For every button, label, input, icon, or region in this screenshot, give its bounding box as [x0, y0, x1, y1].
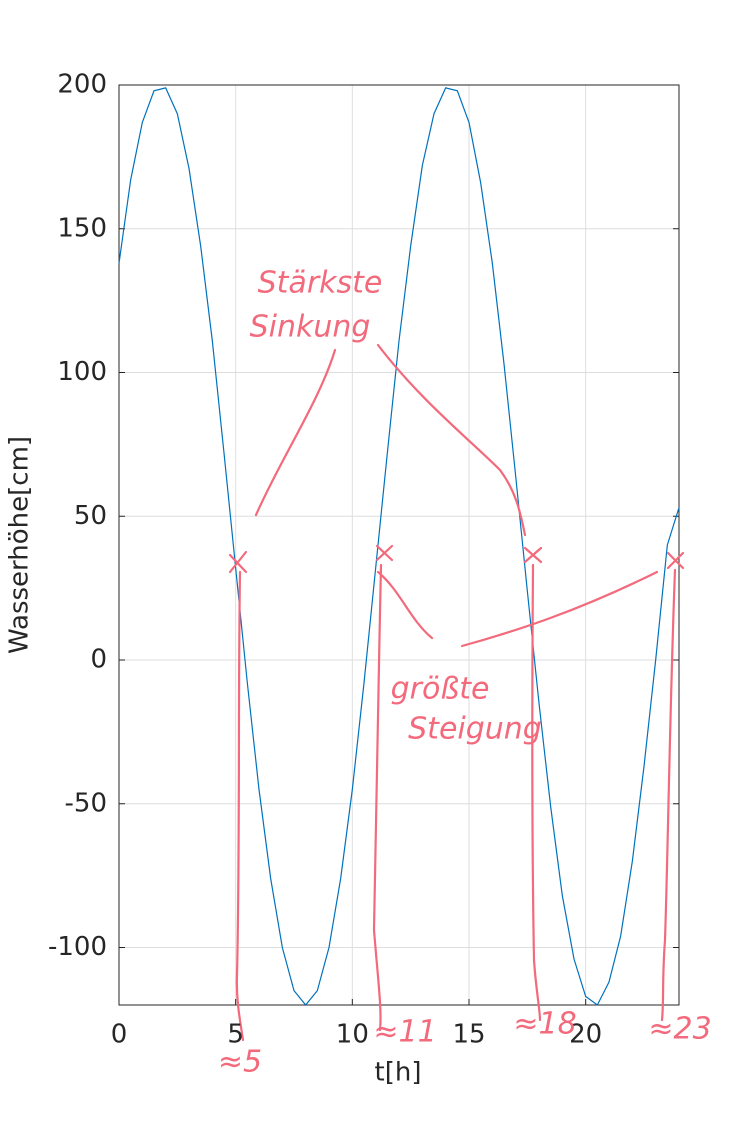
y-tick-label: 100: [57, 357, 107, 387]
cross: [523, 546, 543, 564]
y-tick-label: 200: [57, 70, 107, 100]
y-axis-label: Wasserhöhe[cm]: [5, 436, 35, 654]
handwriting: [228, 343, 685, 1042]
cross: [666, 551, 685, 570]
y-tick-label: 50: [74, 501, 107, 531]
cross: [375, 544, 394, 562]
x-tick-label: 20: [569, 1020, 602, 1050]
y-tick-label: -100: [48, 932, 107, 962]
annotation: ≈5: [218, 1045, 262, 1080]
annotation: ≈11: [373, 1015, 436, 1050]
pointer: [376, 570, 434, 640]
annotation: Sinkung: [250, 310, 371, 345]
data-line: [118, 87, 680, 1006]
annotation: ≈18: [513, 1007, 576, 1042]
x-axis-label: t[h]: [375, 1058, 422, 1088]
pointer: [254, 348, 337, 517]
x-tick-label: 15: [452, 1020, 485, 1050]
x-tick-label: 10: [336, 1020, 369, 1050]
y-tick-label: 150: [57, 213, 107, 243]
y-tick-label: -50: [65, 788, 107, 818]
annotation: Stärkste: [258, 266, 383, 301]
drop-line: [372, 563, 383, 1032]
drop-line: [531, 563, 542, 1022]
pointer: [460, 570, 659, 648]
axes-box: [118, 84, 680, 1006]
plot-area: [119, 85, 679, 1005]
x-tick-label: 5: [227, 1020, 244, 1050]
drop-line: [660, 568, 677, 1022]
cross: [228, 550, 248, 574]
annotation: Steigung: [408, 712, 542, 747]
pointer: [376, 343, 527, 537]
y-tick-label: 0: [90, 645, 107, 675]
annotation: größte: [391, 672, 490, 707]
annotation: ≈23: [648, 1012, 711, 1047]
drop-line: [235, 570, 245, 1042]
x-tick-label: 0: [111, 1020, 128, 1050]
